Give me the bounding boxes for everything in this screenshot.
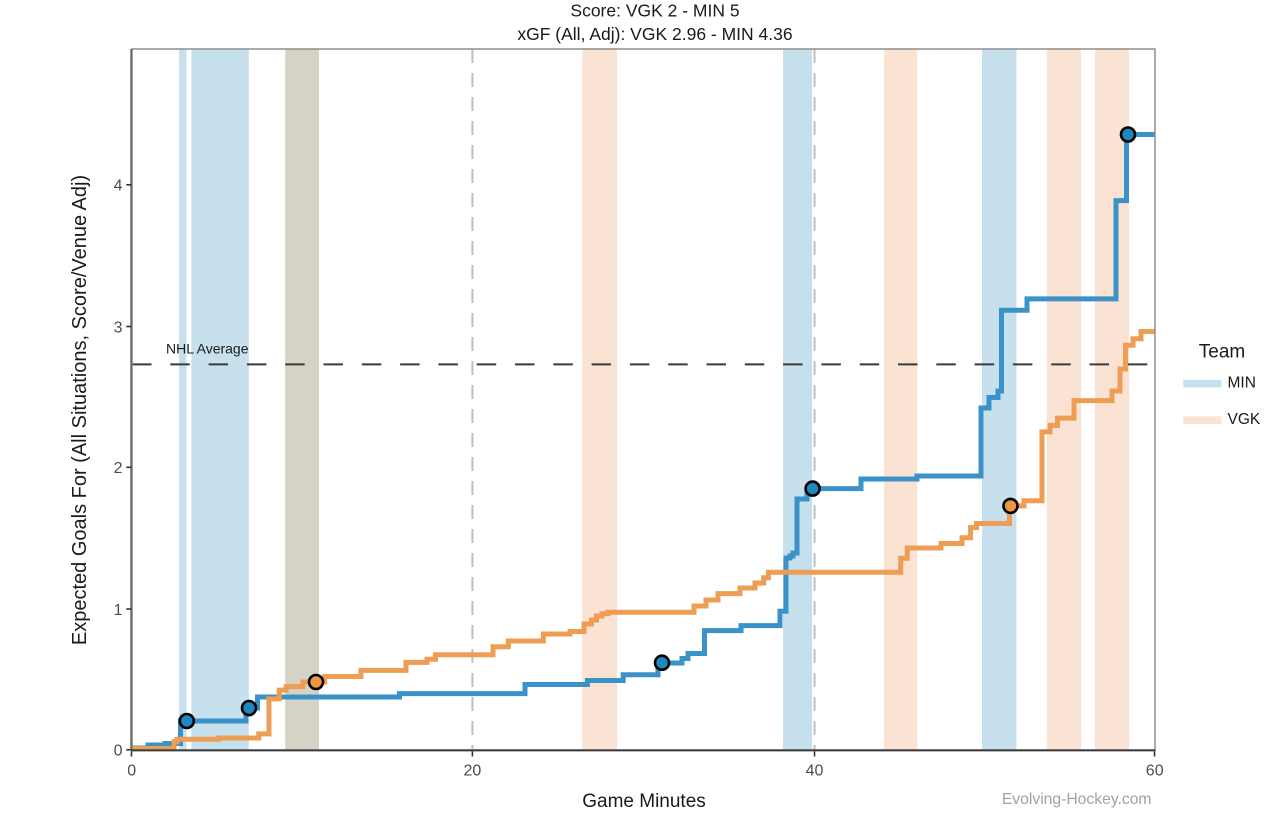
svg-text:1: 1 — [114, 602, 123, 619]
svg-text:Expected Goals For (All Situat: Expected Goals For (All Situations, Scor… — [69, 175, 91, 645]
svg-text:Evolving-Hockey.com: Evolving-Hockey.com — [1002, 791, 1152, 808]
svg-text:Game Minutes: Game Minutes — [582, 791, 706, 812]
svg-text:NHL Average: NHL Average — [166, 341, 249, 357]
svg-text:20: 20 — [464, 763, 482, 780]
svg-text:40: 40 — [806, 763, 824, 780]
svg-text:3: 3 — [114, 319, 123, 336]
svg-text:60: 60 — [1146, 763, 1164, 780]
svg-text:MIN: MIN — [1228, 375, 1256, 392]
svg-text:0: 0 — [114, 743, 123, 760]
svg-text:VGK: VGK — [1228, 411, 1261, 428]
svg-text:Score: VGK 2 - MIN 5: Score: VGK 2 - MIN 5 — [570, 1, 739, 21]
svg-text:xGF (All, Adj): VGK 2.96 - MIN: xGF (All, Adj): VGK 2.96 - MIN 4.36 — [517, 24, 792, 44]
svg-text:0: 0 — [127, 763, 136, 780]
svg-text:Team: Team — [1199, 342, 1245, 363]
svg-text:4: 4 — [114, 178, 123, 195]
svg-text:2: 2 — [114, 460, 123, 477]
